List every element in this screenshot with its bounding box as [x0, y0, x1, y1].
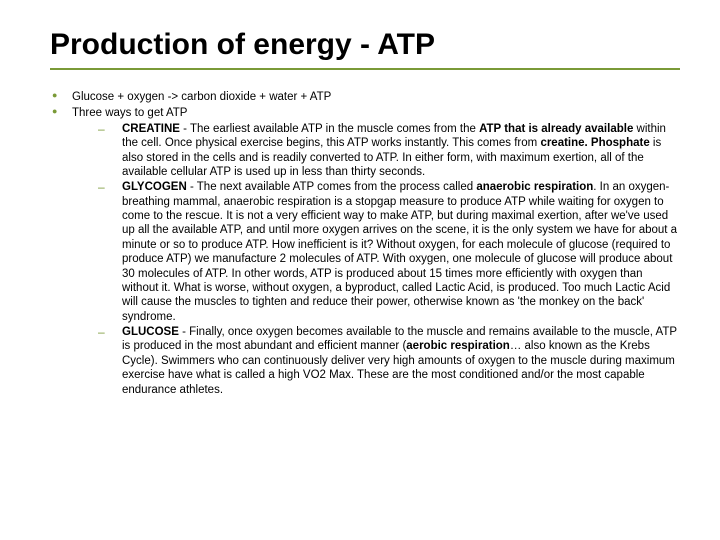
sub-bullet-item: CREATINE - The earliest available ATP in… — [94, 122, 680, 180]
slide-content: Glucose + oxygen -> carbon dioxide + wat… — [50, 90, 680, 397]
sub-bullet-text: GLYCOGEN - The next available ATP comes … — [122, 181, 677, 322]
sub-bullet-text: GLUCOSE - Finally, once oxygen becomes a… — [122, 326, 677, 396]
sub-bullet-list: CREATINE - The earliest available ATP in… — [72, 122, 680, 397]
bullet-item: Glucose + oxygen -> carbon dioxide + wat… — [50, 90, 680, 104]
bullet-text: Glucose + oxygen -> carbon dioxide + wat… — [72, 91, 331, 103]
slide-container: Production of energy - ATP Glucose + oxy… — [0, 0, 720, 540]
sub-bullet-item: GLYCOGEN - The next available ATP comes … — [94, 180, 680, 324]
sub-bullet-text: CREATINE - The earliest available ATP in… — [122, 123, 666, 178]
sub-bullet-item: GLUCOSE - Finally, once oxygen becomes a… — [94, 325, 680, 397]
title-underline — [50, 68, 680, 70]
bullet-text: Three ways to get ATP — [72, 107, 187, 119]
bullet-item: Three ways to get ATP CREATINE - The ear… — [50, 106, 680, 397]
bullet-list: Glucose + oxygen -> carbon dioxide + wat… — [50, 90, 680, 397]
slide-title: Production of energy - ATP — [50, 28, 680, 62]
